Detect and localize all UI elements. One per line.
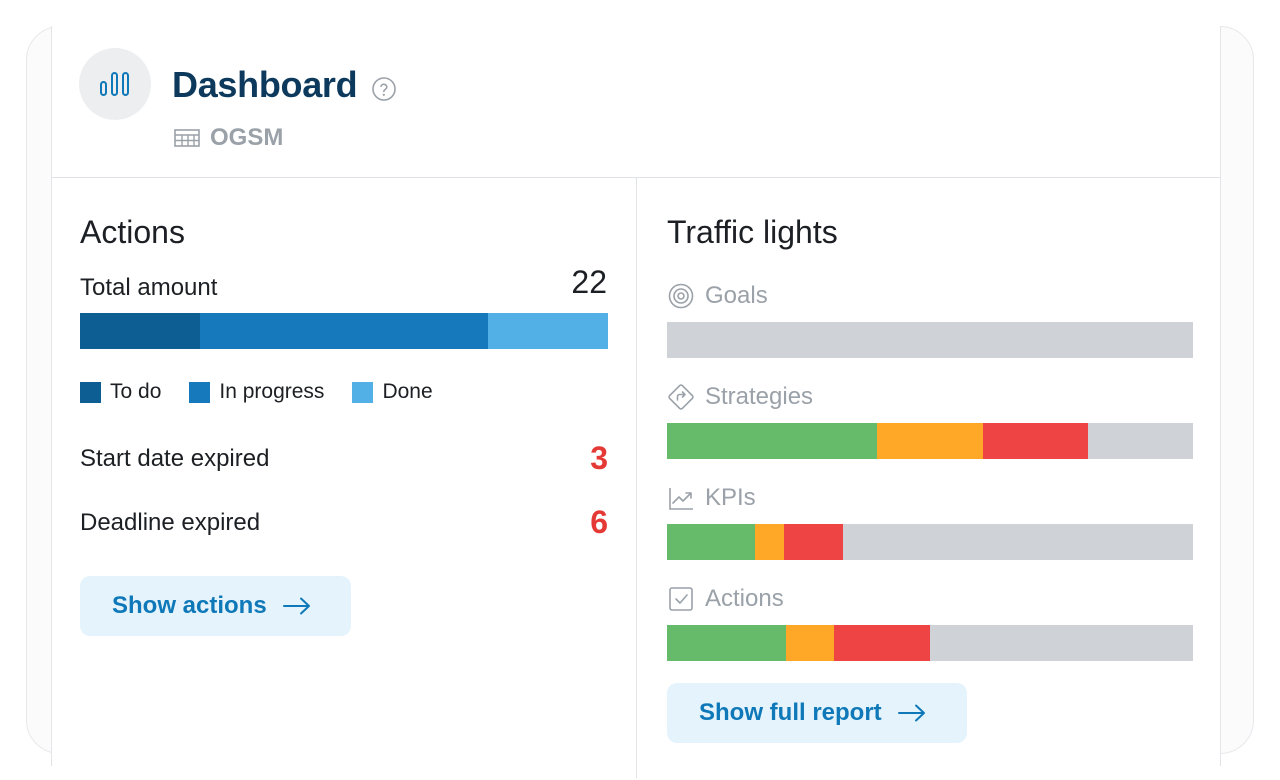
green-segment <box>667 625 787 661</box>
strategies-label: Strategies <box>705 383 814 410</box>
goals-traffic-bar <box>667 322 1193 358</box>
actions-status-bar <box>80 313 608 349</box>
legend-label: Done <box>382 380 433 403</box>
actions-label-row: Actions <box>667 585 784 613</box>
kpis-traffic-bar <box>667 524 1193 560</box>
kpis-label: KPIs <box>705 484 756 511</box>
legend-item-done: Done <box>352 380 433 404</box>
strategies-label-row: Strategies <box>667 383 813 411</box>
legend-swatch <box>80 381 101 403</box>
deadline-expired-value: 6 <box>590 504 608 540</box>
page-title: Dashboard <box>172 64 358 105</box>
arrow-right-icon <box>282 597 310 615</box>
legend-swatch <box>189 381 211 403</box>
show-actions-label: Show actions <box>112 592 267 619</box>
show-actions-button[interactable]: Show actions <box>80 576 351 636</box>
traffic-lights-panel: Traffic lights Goals Strategies <box>637 178 1222 778</box>
orange-segment <box>786 625 835 661</box>
dashboard-avatar <box>79 48 151 120</box>
show-full-report-label: Show full report <box>699 699 882 726</box>
show-full-report-button[interactable]: Show full report <box>667 683 967 743</box>
legend-label: To do <box>110 380 162 403</box>
actions-panel: Actions Total amount 22 To do In progres… <box>52 178 637 778</box>
direction-sign-icon <box>668 384 694 410</box>
start-date-expired-value: 3 <box>590 440 608 476</box>
start-date-expired-label: Start date expired <box>80 444 270 472</box>
board-type-label: OGSM <box>210 124 284 151</box>
green-segment <box>667 423 878 459</box>
orange-segment <box>754 524 785 560</box>
total-amount-value: 22 <box>571 264 607 300</box>
trend-chart-icon <box>669 488 693 510</box>
kpis-label-row: KPIs <box>667 484 756 512</box>
todo-segment <box>80 313 200 349</box>
start-date-expired-row: Start date expired 3 <box>80 440 608 477</box>
total-amount-label: Total amount <box>80 274 218 301</box>
red-segment <box>784 524 843 560</box>
target-icon <box>668 283 694 309</box>
actions-traffic-bar <box>667 625 1193 661</box>
done-segment <box>488 313 608 349</box>
board-type: OGSM <box>174 124 283 152</box>
goals-label-row: Goals <box>667 282 768 310</box>
help-icon[interactable] <box>371 76 397 102</box>
actions-title: Actions <box>80 214 185 250</box>
arrow-right-icon <box>897 704 925 722</box>
dashboard-card: Dashboard OGSM Actions Total amount 22 <box>51 26 1221 778</box>
legend-item-in-progress: In progress <box>189 380 324 404</box>
red-segment <box>834 625 930 661</box>
orange-segment <box>877 423 983 459</box>
legend-swatch <box>352 381 374 403</box>
strategies-traffic-bar <box>667 423 1193 459</box>
deadline-expired-label: Deadline expired <box>80 508 261 536</box>
actions-legend: To do In progress Done <box>80 380 433 404</box>
green-segment <box>667 524 755 560</box>
dashboard-header: Dashboard OGSM <box>52 26 1220 178</box>
table-icon <box>174 129 200 147</box>
actions-traffic-label: Actions <box>705 585 784 612</box>
red-segment <box>982 423 1088 459</box>
goals-label: Goals <box>705 282 768 309</box>
traffic-lights-title: Traffic lights <box>667 214 838 250</box>
in-progress-segment <box>199 313 489 349</box>
legend-item-todo: To do <box>80 380 161 404</box>
checkbox-icon <box>669 587 693 611</box>
bar-chart-icon <box>100 72 129 96</box>
deadline-expired-row: Deadline expired 6 <box>80 504 608 541</box>
legend-label: In progress <box>219 380 325 403</box>
